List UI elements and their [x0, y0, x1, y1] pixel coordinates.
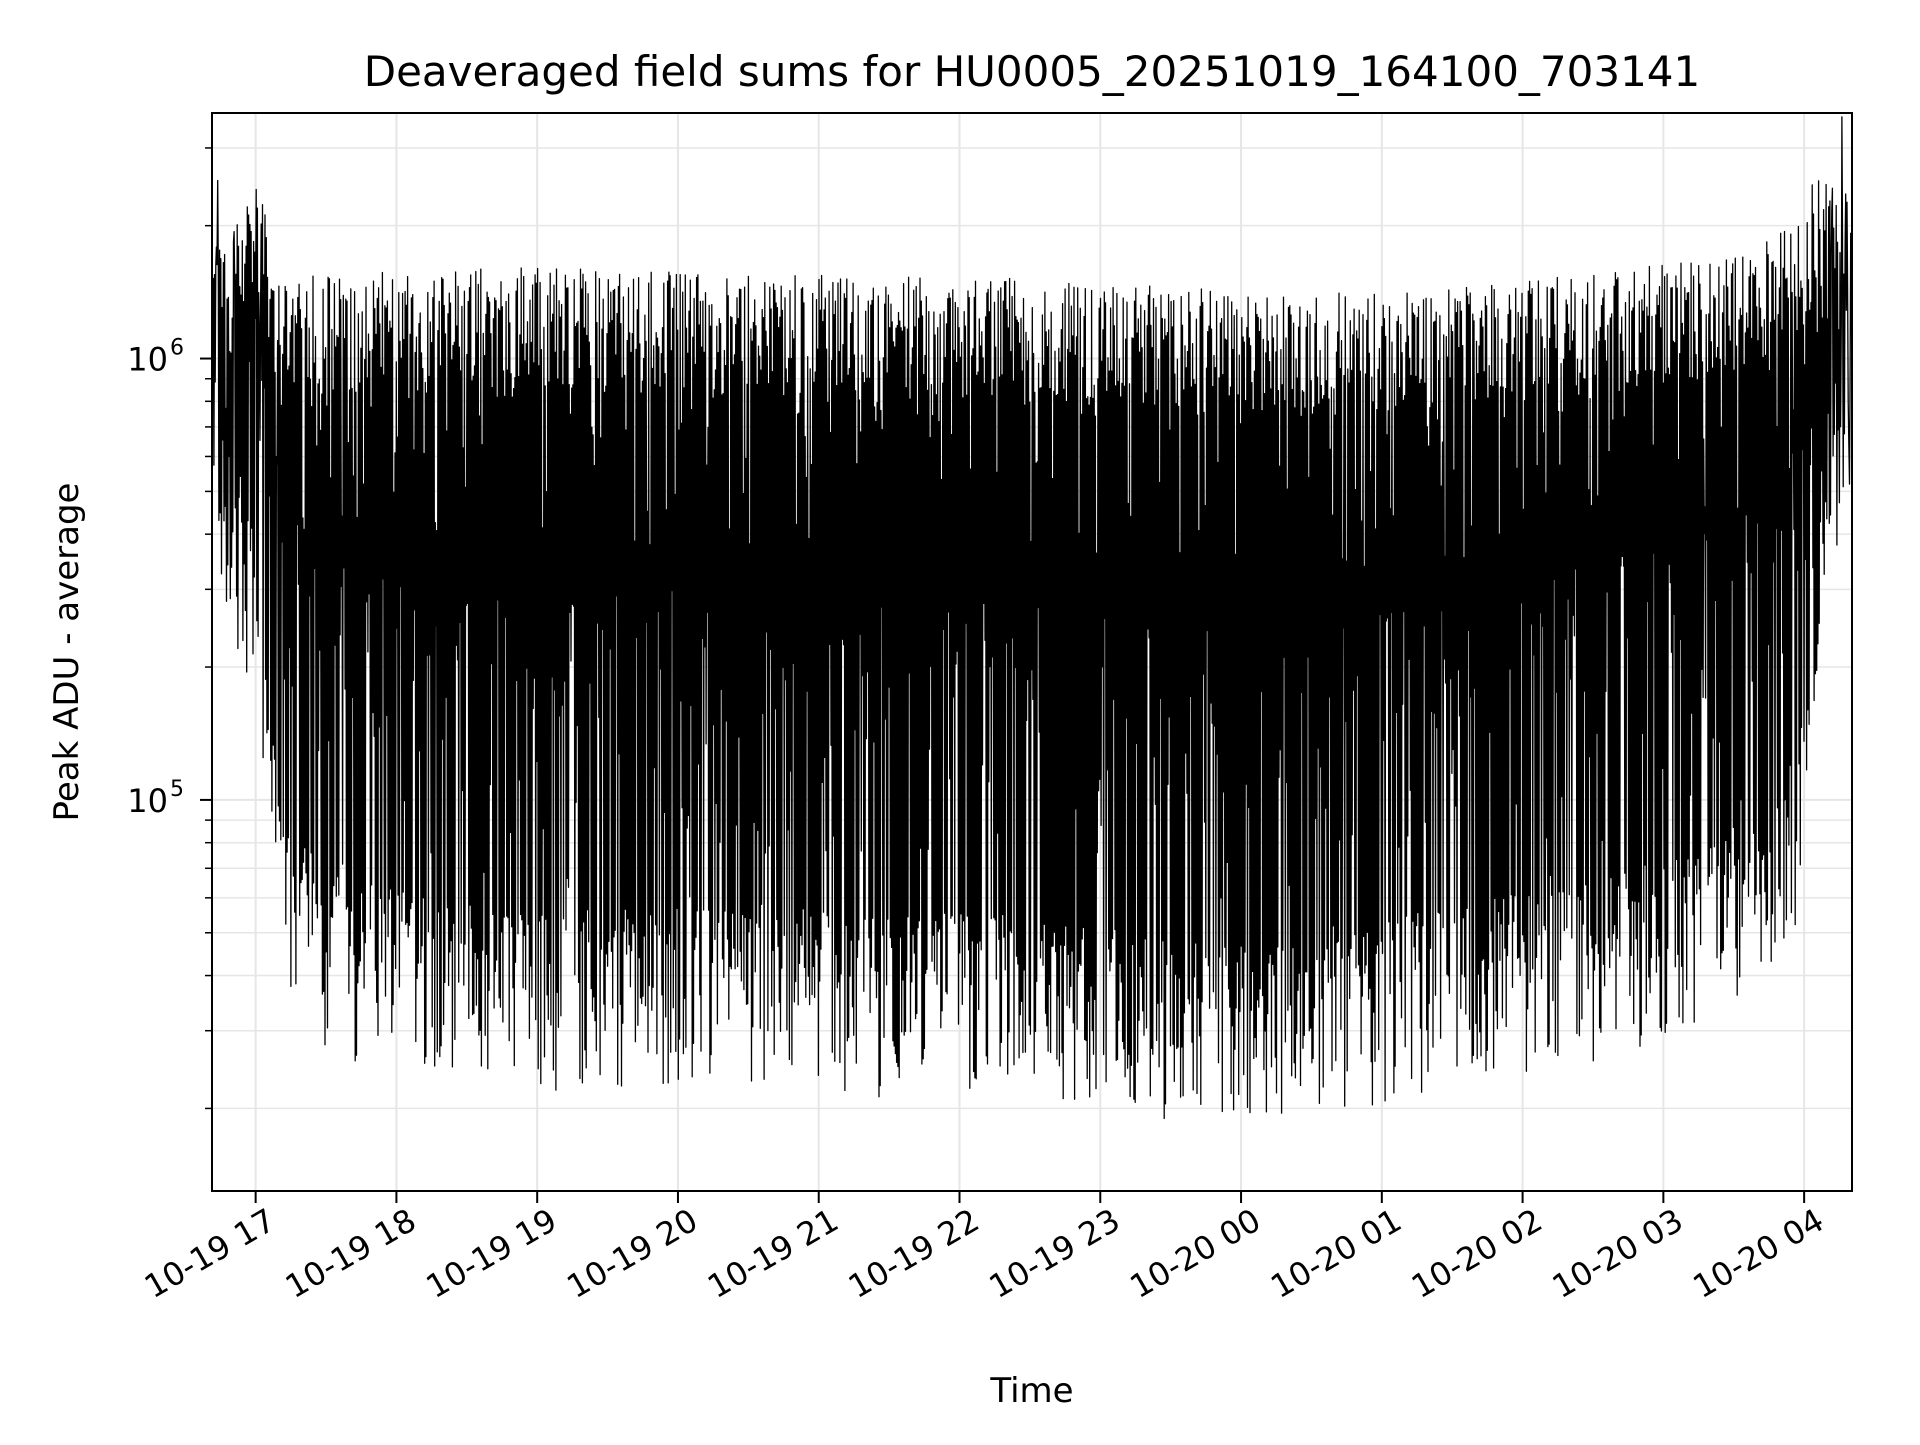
x-axis-label: Time [989, 1371, 1073, 1411]
y-tick-label-base: 10 [127, 782, 168, 820]
y-tick-label-exponent: 6 [170, 336, 184, 361]
y-tick-label: 10 [127, 341, 168, 379]
y-tick-label-exponent: 5 [170, 777, 184, 802]
series-line [211, 116, 1853, 1120]
y-axis-label: Peak ADU - average [47, 483, 87, 822]
data-layer [211, 116, 1853, 1120]
chart-title: Deaveraged field sums for HU0005_2025101… [364, 47, 1701, 96]
plot-frame [211, 112, 1853, 1192]
y-tick-label: 10 [127, 782, 168, 820]
y-tick-label-base: 10 [127, 341, 168, 379]
